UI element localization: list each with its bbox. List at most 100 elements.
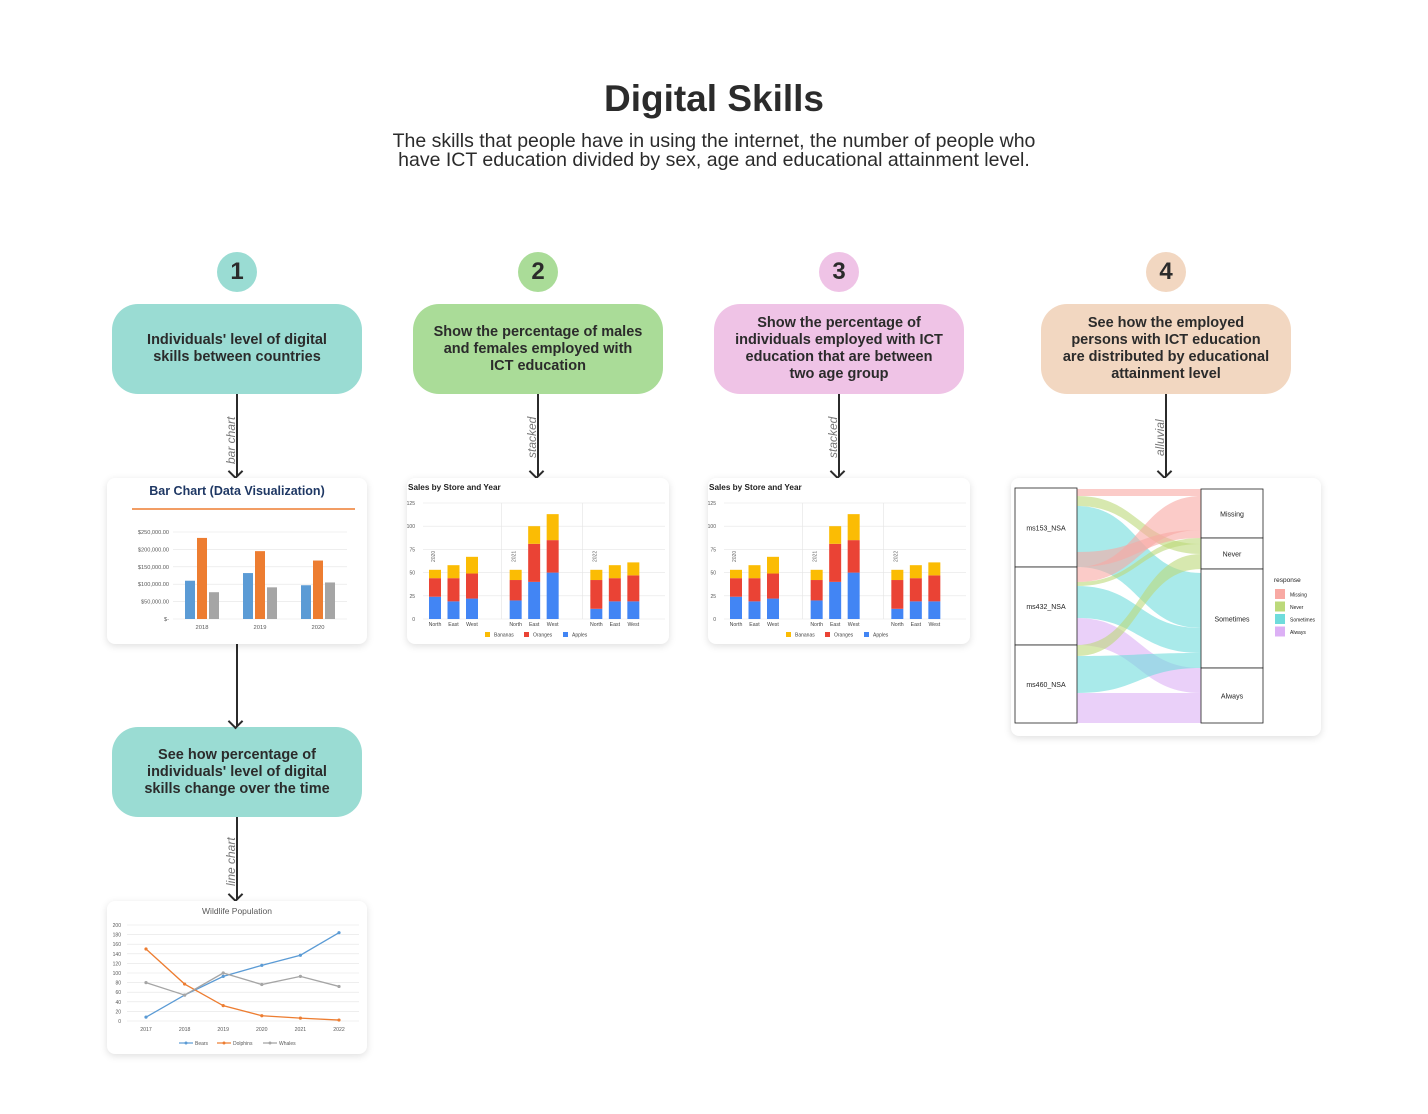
legend-label: Never <box>1290 605 1304 611</box>
bar-segment <box>730 578 742 597</box>
legend-swatch <box>524 632 529 637</box>
bar-segment <box>528 581 541 619</box>
alluvial-flow <box>1077 586 1201 653</box>
x-tick-label: 2019 <box>217 1027 229 1033</box>
bar-segment <box>528 526 541 544</box>
stacked-chart-thumbnail-sex[interactable]: Sales by Store and Year 125 100 75 50 25 0 2020… <box>407 478 669 644</box>
card-educational-attainment[interactable]: See how the employed persons with ICT ed… <box>1041 304 1291 394</box>
alluvial-node <box>1014 644 1078 724</box>
node-label: Sometimes <box>1214 617 1250 624</box>
alluvial-flow <box>1077 653 1201 693</box>
bar-segment <box>829 581 842 619</box>
bar-segment <box>847 540 860 573</box>
group-label: 2022 <box>893 551 899 562</box>
edge-label: line chart <box>224 837 238 886</box>
legend-label: Dolphins <box>233 1041 253 1047</box>
bar-segment <box>909 601 922 619</box>
alluvial-flow <box>1077 506 1201 628</box>
bar-segment <box>608 578 621 602</box>
y-tick-label: 80 <box>115 981 121 987</box>
legend-label: Missing <box>1290 593 1307 599</box>
data-point <box>144 1015 148 1019</box>
stacked-chart-thumbnail-age[interactable]: Sales by Store and Year 125 100 75 50 25 0 2020… <box>708 478 970 644</box>
legend-label: Apples <box>572 633 588 639</box>
alluvial-node <box>1200 667 1264 724</box>
bar-segment <box>847 514 860 541</box>
bar-segment <box>627 601 640 619</box>
legend-label: Bananas <box>494 633 514 639</box>
y-tick-label: 25 <box>409 594 415 600</box>
legend-label: Oranges <box>834 633 854 639</box>
legend-label: Whales <box>279 1041 296 1047</box>
card-text: Individuals' level of digital skills bet… <box>147 332 327 365</box>
node-label: ms460_NSA <box>1026 682 1066 689</box>
y-tick-label: 100 <box>113 971 122 977</box>
card-age-group-employment[interactable]: Show the percentage of individuals emplo… <box>714 304 964 394</box>
legend-label: Bananas <box>795 633 815 639</box>
arrow-connector <box>537 394 539 476</box>
alluvial-node <box>1014 566 1078 646</box>
alluvial-node <box>1014 487 1078 568</box>
x-tick-label: 2020 <box>312 625 325 631</box>
bar-segment <box>608 565 621 579</box>
card-sex-employment[interactable]: Show the percentage of males and females… <box>413 304 663 394</box>
data-point <box>221 974 225 978</box>
line-chart-thumbnail[interactable]: Wildlife Population 200 180 160 140 120 100 80 6… <box>107 901 367 1054</box>
alluvial-chart-thumbnail[interactable]: ms153_NSA ms432_NSA ms460_NSA Missing Never S… <box>1011 478 1321 736</box>
alluvial-node <box>1200 568 1264 669</box>
y-tick-label: $- <box>164 617 169 623</box>
card-skills-over-time[interactable]: See how percentage of individuals' level… <box>112 727 362 817</box>
y-tick-label: 120 <box>113 961 122 967</box>
bar-segment <box>590 580 603 609</box>
bar <box>255 551 265 619</box>
x-tick-label: West <box>928 622 940 628</box>
y-tick-label: 60 <box>115 990 121 996</box>
legend-swatch <box>1275 614 1285 624</box>
alluvial-node <box>1200 488 1264 539</box>
bar-segment <box>429 596 441 619</box>
card-digital-skills-countries[interactable]: Individuals' level of digital skills bet… <box>112 304 362 394</box>
x-tick-label: West <box>848 622 860 628</box>
y-tick-label: 100 <box>708 524 716 530</box>
arrow-connector <box>1165 394 1167 476</box>
data-point <box>337 1018 341 1022</box>
bar-segment <box>627 575 640 602</box>
x-tick-label: East <box>529 622 540 628</box>
edge-label: bar chart <box>224 416 238 464</box>
legend-label: Apples <box>873 633 889 639</box>
card-text: Show the percentage of males and females… <box>433 323 643 374</box>
node-label: ms432_NSA <box>1026 604 1066 611</box>
x-tick-label: East <box>749 622 760 628</box>
x-tick-label: West <box>627 622 639 628</box>
bar-segment <box>429 578 441 597</box>
data-point <box>337 931 341 935</box>
bar-segment <box>810 569 823 581</box>
series-line <box>145 932 340 1018</box>
legend-marker <box>222 1041 226 1045</box>
y-tick-label: 180 <box>113 933 122 939</box>
x-tick-label: West <box>466 622 478 628</box>
y-tick-label: 50 <box>409 571 415 577</box>
legend-marker <box>184 1041 188 1045</box>
x-tick-label: 2020 <box>256 1027 268 1033</box>
x-tick-label: North <box>891 622 904 628</box>
x-tick-label: North <box>590 622 603 628</box>
legend-swatch <box>1275 601 1285 612</box>
step-badge-3: 3 <box>819 252 859 292</box>
bar-segment <box>730 596 742 619</box>
y-tick-label: 0 <box>713 617 716 623</box>
group-label: 2021 <box>813 551 819 562</box>
x-tick-label: East <box>610 622 621 628</box>
arrow-connector <box>236 817 238 899</box>
bar-segment <box>466 598 478 619</box>
bar-chart-thumbnail[interactable]: Bar Chart (Data Visualization) $250,000.0… <box>107 478 367 644</box>
data-point <box>337 984 341 989</box>
x-tick-label: 2022 <box>333 1027 345 1033</box>
y-tick-label: $100,000.00 <box>138 582 169 588</box>
bar-segment <box>928 562 941 576</box>
legend-swatch <box>1275 589 1285 599</box>
y-tick-label: 75 <box>710 547 716 553</box>
x-tick-label: 2021 <box>295 1027 307 1033</box>
bar-segment <box>509 580 522 601</box>
bar <box>209 592 219 619</box>
